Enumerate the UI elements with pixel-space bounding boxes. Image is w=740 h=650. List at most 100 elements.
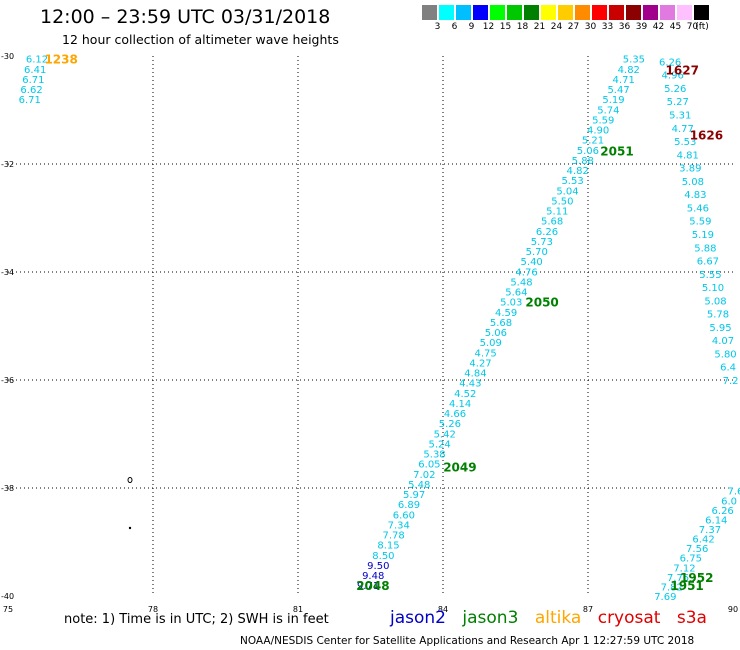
swh-value: 4.77 (672, 124, 694, 135)
legend-label: 18 (516, 22, 529, 32)
legend-label: 70 (686, 22, 699, 32)
swh-value: 5.26 (439, 419, 461, 430)
swh-value: 4.52 (454, 389, 476, 400)
swh-value: 5.88 (694, 243, 716, 254)
swh-value: 4.14 (449, 399, 471, 410)
swh-value: 9.50 (367, 561, 389, 572)
swh-value: 7.02 (413, 470, 435, 481)
lon-tick-label: 84 (438, 605, 448, 614)
swh-value: 5.78 (707, 310, 729, 321)
swh-value: 6.41 (24, 65, 46, 76)
legend-label: 24 (550, 22, 563, 32)
swh-value: 8.15 (377, 541, 399, 552)
swh-value: 6.12 (26, 55, 48, 66)
sat-jason2: jason2 (390, 608, 446, 628)
swh-value: 5.03 (500, 298, 522, 309)
swh-value: 6.75 (680, 554, 702, 565)
page-title: 12:00 – 23:59 UTC 03/31/2018 (40, 6, 331, 28)
swh-value: 4.81 (677, 150, 699, 161)
swh-value: 7.2 (723, 376, 739, 387)
legend-label: 42 (652, 22, 665, 32)
sat-altika: altika (534, 608, 582, 628)
island-mark (128, 526, 132, 530)
island-mark (127, 477, 133, 483)
swh-value: 4.96 (662, 71, 684, 82)
swh-value: 6.71 (19, 95, 41, 106)
swh-value: 5.19 (692, 230, 714, 241)
swh-value: 6.26 (536, 227, 558, 238)
swh-value: 6.60 (393, 510, 415, 521)
legend-swatch (694, 5, 709, 20)
pass-number: 1626 (690, 128, 723, 142)
lat-tick-label: -34 (1, 268, 14, 277)
pass-number: 2051 (600, 145, 633, 159)
pass-number: 1952 (680, 571, 713, 585)
swh-value: 5.42 (434, 429, 456, 440)
swh-value: 5.50 (551, 196, 573, 207)
swh-value: 5.47 (607, 85, 629, 96)
swh-value: 6.0 (721, 496, 737, 507)
pass-number: 2048 (356, 579, 389, 593)
sat-jason3: jason3 (462, 608, 519, 628)
legend-swatch (626, 5, 641, 20)
map-marks (127, 477, 133, 530)
legend-swatch (558, 5, 573, 20)
swh-value: 4.84 (464, 369, 486, 380)
swh-value: 5.53 (674, 137, 696, 148)
swh-value: 5.97 (403, 490, 425, 501)
lat-tick-label: -36 (1, 376, 14, 385)
legend-label: 12 (482, 22, 495, 32)
swh-value: 5.21 (582, 136, 604, 147)
swh-value: 5.09 (480, 338, 502, 349)
swh-value: 4.83 (684, 190, 706, 201)
swh-value: 5.95 (709, 323, 731, 334)
swh-value: 7.82 (661, 582, 683, 593)
legend-label: 15 (499, 22, 512, 32)
footer-note: note: 1) Time is in UTC; 2) SWH is in fe… (64, 612, 329, 627)
swh-value: 5.08 (682, 177, 704, 188)
legend-label: 3 (434, 22, 441, 32)
swh-value: 5.64 (505, 288, 527, 299)
swh-value: 5.27 (667, 97, 689, 108)
legend-swatch (507, 5, 522, 20)
legend-swatch (541, 5, 556, 20)
swh-value: 9.48 (362, 571, 384, 582)
lon-tick-label: 87 (583, 605, 593, 614)
swh-value: 4.76 (515, 267, 537, 278)
altimeter-tracks: 6.126.416.716.626.715.354.824.715.475.19… (19, 55, 740, 603)
swh-value: 9.71 (357, 581, 379, 592)
swh-value: 6.67 (697, 257, 719, 268)
swh-value: 5.68 (541, 217, 563, 228)
swh-value: 4.07 (712, 336, 734, 347)
swh-value: 7.6 (727, 487, 740, 498)
legend-swatch (456, 5, 471, 20)
swh-value: 6.89 (398, 500, 420, 511)
swh-value: 5.26 (664, 84, 686, 95)
legend-swatch (660, 5, 675, 20)
legend-label: 27 (567, 22, 580, 32)
legend-swatch (609, 5, 624, 20)
swh-value: 5.24 (429, 439, 451, 450)
swh-value: 4.82 (618, 65, 640, 76)
legend-label: 45 (669, 22, 682, 32)
swh-value: 6.4 (720, 363, 736, 374)
lat-tick-label: -38 (1, 484, 14, 493)
legend-label: 9 (468, 22, 475, 32)
swh-value: 5.59 (689, 217, 711, 228)
legend-label: 21 (533, 22, 546, 32)
lat-tick-label: -30 (1, 52, 14, 61)
swh-value: 5.06 (485, 328, 507, 339)
legend-label: 6 (451, 22, 458, 32)
legend-swatch (490, 5, 505, 20)
pass-number: 2050 (525, 296, 558, 310)
legend-swatch (473, 5, 488, 20)
swh-value: 5.40 (521, 257, 543, 268)
legend-swatch (592, 5, 607, 20)
lon-tick-label: 78 (148, 605, 158, 614)
satellite-key: jason2 jason3 altika cryosat s3a (390, 608, 718, 628)
swh-value: 5.73 (531, 237, 553, 248)
swh-value: 6.05 (418, 460, 440, 471)
swh-value: 5.88 (572, 156, 594, 167)
